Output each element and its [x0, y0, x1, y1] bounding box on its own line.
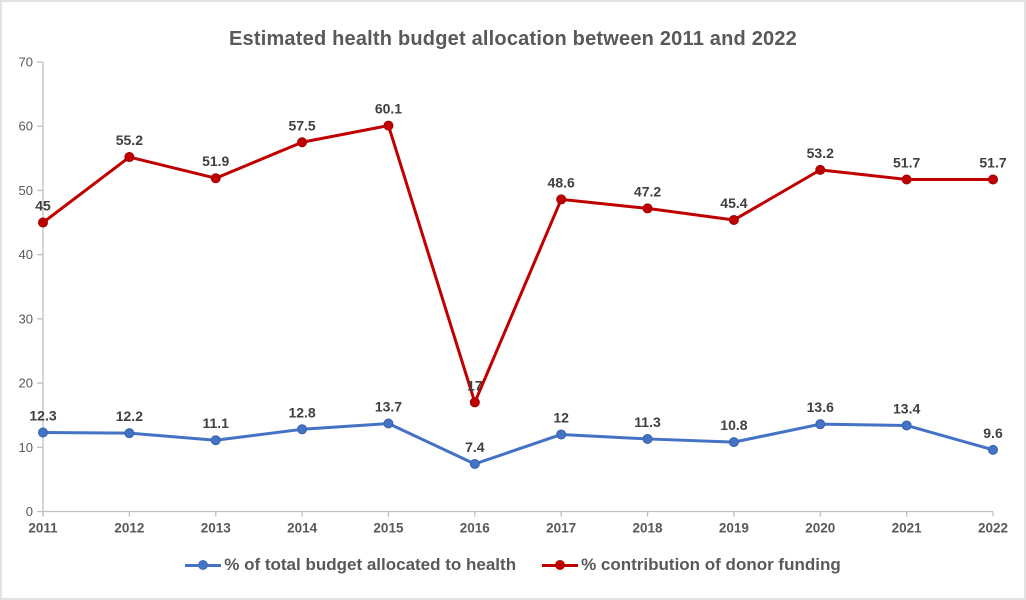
x-tick-label: 2011	[28, 521, 58, 536]
data-label: 12	[553, 409, 569, 425]
data-point	[988, 174, 998, 185]
y-tick-label: 20	[19, 376, 33, 391]
x-tick-label: 2022	[978, 521, 1008, 536]
y-tick-label: 50	[19, 183, 33, 198]
data-label: 48.6	[548, 174, 575, 190]
legend-item: % of total budget allocated to health	[185, 555, 516, 575]
y-axis: 0 10 20 30 40 50 60 70	[19, 55, 44, 519]
series-1: 45 55.2 51.9 57.5 60.1 17 48.6 47.2 45.4 53.2 51.7…	[35, 101, 1007, 408]
data-label: 11.3	[634, 414, 661, 430]
data-label: 13.6	[807, 399, 834, 415]
data-label: 12.8	[288, 404, 315, 420]
legend-label: % contribution of donor funding	[581, 555, 841, 574]
data-label: 11.1	[202, 415, 229, 431]
data-point	[642, 203, 653, 214]
y-tick-label: 30	[19, 311, 33, 326]
data-point	[556, 194, 567, 205]
data-label: 45	[35, 198, 51, 214]
data-label: 13.7	[375, 399, 402, 415]
legend-marker-icon	[185, 560, 222, 570]
series-line	[41, 422, 995, 466]
x-tick-label: 2015	[373, 521, 404, 536]
data-point	[469, 397, 480, 408]
data-point	[901, 174, 912, 185]
legend-marker-icon	[542, 560, 579, 570]
data-point	[210, 173, 221, 184]
data-point	[901, 420, 912, 431]
y-tick-label: 10	[19, 440, 33, 455]
x-tick-label: 2016	[460, 521, 491, 536]
series-0: 12.3 12.2 11.1 12.8 13.7 7.4 12 11.3 10.8 13.6 13.…	[29, 399, 1003, 469]
series-line	[41, 124, 995, 404]
data-point	[124, 428, 135, 439]
data-point	[556, 429, 567, 440]
x-tick-label: 2019	[719, 521, 749, 536]
legend-item: % contribution of donor funding	[542, 555, 841, 575]
data-point	[728, 437, 739, 448]
data-label: 51.9	[202, 153, 229, 169]
data-label: 7.4	[465, 439, 485, 455]
data-label: 60.1	[375, 101, 402, 117]
data-point	[210, 435, 221, 446]
x-tick-label: 2017	[546, 521, 576, 536]
data-label: 13.4	[893, 400, 920, 416]
data-point	[38, 217, 48, 228]
data-point	[124, 152, 135, 163]
data-label: 12.3	[29, 408, 56, 424]
data-point	[38, 427, 48, 438]
x-tick-label: 2020	[805, 521, 835, 536]
x-tick-label: 2012	[114, 521, 144, 536]
data-label: 51.7	[979, 155, 1006, 171]
data-label: 12.2	[116, 408, 143, 424]
data-point	[642, 433, 653, 444]
y-tick-label: 70	[19, 55, 33, 70]
data-point	[815, 164, 826, 175]
data-label: 10.8	[720, 417, 747, 433]
legend: % of total budget allocated to health % c…	[2, 545, 1024, 598]
data-label: 45.4	[720, 195, 747, 211]
data-point	[815, 419, 826, 430]
data-point	[297, 424, 308, 435]
y-tick-label: 40	[19, 247, 33, 262]
chart-title: Estimated health budget allocation betwe…	[228, 28, 798, 50]
data-label: 57.5	[288, 117, 315, 133]
y-tick-label: 0	[26, 504, 33, 519]
data-label: 47.2	[634, 183, 661, 199]
x-axis: 2011 2012 2013 2014 2015 2016 2017 2018 2019 2020…	[28, 510, 1008, 536]
data-point	[297, 137, 308, 148]
x-tick-label: 2014	[287, 521, 318, 536]
x-tick-label: 2013	[201, 521, 232, 536]
data-point	[728, 214, 739, 225]
x-tick-label: 2021	[892, 521, 923, 536]
data-label: 9.6	[983, 425, 1003, 441]
data-point	[383, 120, 394, 131]
data-point	[988, 444, 998, 455]
data-label: 53.2	[807, 145, 834, 161]
data-point	[383, 418, 394, 429]
data-label: 51.7	[893, 155, 920, 171]
x-tick-label: 2018	[633, 521, 664, 536]
data-label: 55.2	[116, 132, 143, 148]
data-point	[469, 458, 480, 469]
data-label: 17	[467, 377, 483, 393]
y-tick-label: 60	[19, 119, 33, 134]
legend-label: % of total budget allocated to health	[224, 555, 517, 574]
